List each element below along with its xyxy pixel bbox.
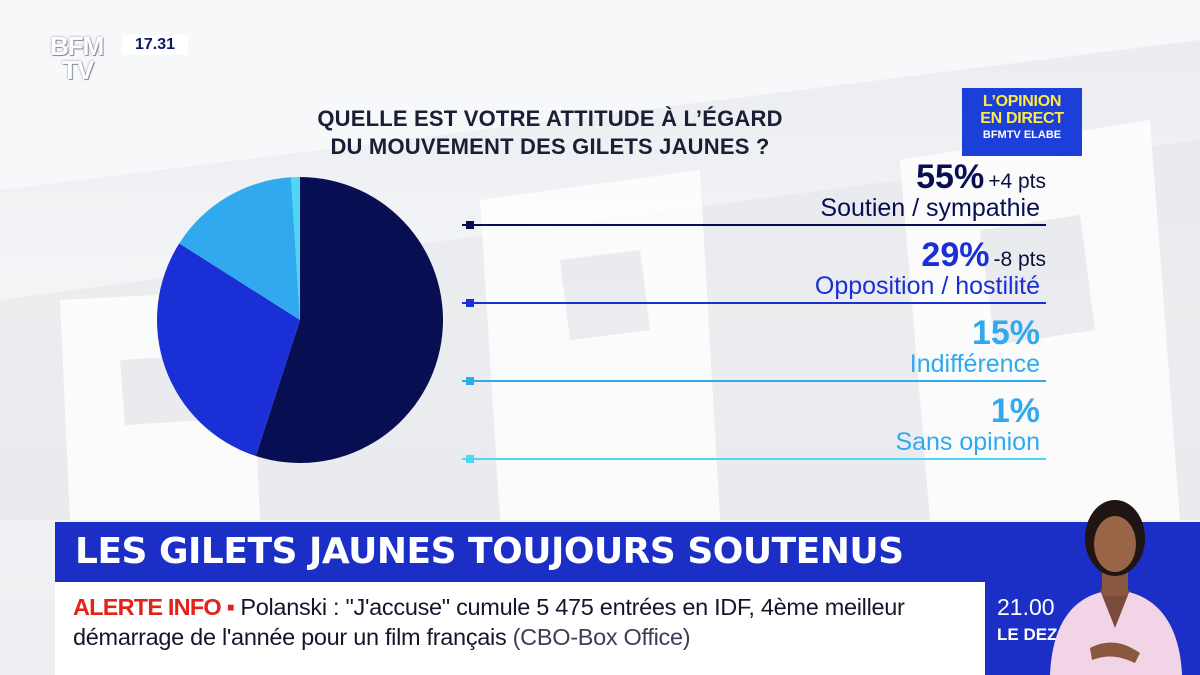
pie-slice-2: [156, 243, 300, 457]
chart-title: QUELLE EST VOTRE ATTITUDE À L’ÉGARD DU M…: [270, 105, 830, 161]
badge-line1: L’OPINION: [982, 93, 1062, 110]
alert-label: ALERTE INFO ▪: [73, 594, 235, 620]
legend-rule: [462, 302, 1046, 304]
legend-label: Soutien / sympathie: [820, 194, 1040, 222]
next-show-time: 21.00: [997, 594, 1055, 620]
legend-marker: [466, 377, 474, 385]
presenter-image: [1050, 500, 1182, 675]
legend-rule: [462, 458, 1046, 460]
legend-label: Sans opinion: [895, 428, 1040, 456]
legend-marker: [466, 455, 474, 463]
legend-marker: [466, 299, 474, 307]
legend-delta: +4 pts: [988, 170, 1046, 193]
ticker-text: Polanski : "J'accuse" cumule 5 475 entré…: [73, 594, 905, 650]
chart-title-line1: QUELLE EST VOTRE ATTITUDE À L’ÉGARD: [317, 106, 783, 131]
news-ticker: ALERTE INFO ▪ Polanski : "J'accuse" cumu…: [55, 582, 985, 675]
legend-rule: [462, 224, 1046, 226]
legend-item-3: 15% Indifférence: [462, 314, 1046, 392]
legend-label: Opposition / hostilité: [814, 272, 1040, 300]
clock: 17.31: [122, 35, 188, 55]
legend-marker: [466, 221, 474, 229]
headline-banner: LES GILETS JAUNES TOUJOURS SOUTENUS: [55, 522, 985, 582]
bfmtv-logo: BFM TV: [50, 31, 104, 85]
badge-line3: BFMTV ELABE: [982, 129, 1062, 141]
legend-percent: 29%: [921, 236, 990, 274]
pie-slice-1: [255, 177, 444, 463]
chart-title-line2: DU MOUVEMENT DES GILETS JAUNES ?: [330, 134, 770, 159]
opinion-en-direct-badge: L’OPINION EN DIRECT BFMTV ELABE: [962, 88, 1082, 156]
pie-slice-3: [179, 177, 300, 320]
legend-rule: [462, 380, 1046, 382]
badge-line2: EN DIRECT: [980, 110, 1064, 127]
legend-percent: 55%: [916, 158, 985, 196]
legend-delta: -8 pts: [993, 248, 1046, 271]
pie-slice-4: [291, 177, 300, 320]
legend-percent: 1%: [990, 392, 1040, 430]
legend-item-2: 29% -8 pts Opposition / hostilité: [462, 236, 1046, 314]
legend-label: Indifférence: [909, 350, 1040, 378]
legend-item-1: 55% +4 pts Soutien / sympathie: [462, 158, 1046, 236]
ticker-source: (CBO-Box Office): [512, 624, 691, 650]
legend-item-4: 1% Sans opinion: [462, 392, 1046, 470]
pie-chart: [156, 177, 444, 463]
legend-percent: 15%: [971, 314, 1040, 352]
